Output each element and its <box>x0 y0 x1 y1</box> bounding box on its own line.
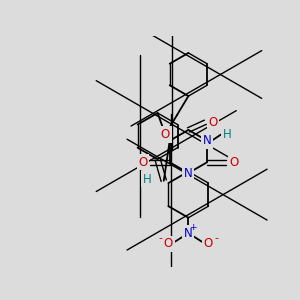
Text: O: O <box>204 237 213 250</box>
Text: O: O <box>208 116 218 129</box>
Text: -: - <box>159 233 163 243</box>
Text: O: O <box>164 237 173 250</box>
Text: +: + <box>189 223 197 232</box>
Text: N: N <box>184 226 193 240</box>
Text: -: - <box>214 233 218 243</box>
Text: O: O <box>230 156 238 169</box>
Text: H: H <box>223 128 232 141</box>
Text: N: N <box>203 134 212 147</box>
Text: N: N <box>184 167 193 180</box>
Text: O: O <box>138 156 147 169</box>
Text: H: H <box>142 173 151 186</box>
Text: O: O <box>161 128 170 141</box>
